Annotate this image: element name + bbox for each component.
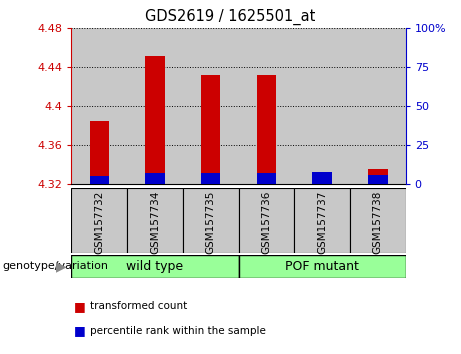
Text: wild type: wild type xyxy=(126,260,183,273)
Bar xyxy=(127,28,183,184)
Bar xyxy=(350,188,406,253)
Bar xyxy=(294,28,350,184)
Bar xyxy=(368,170,388,184)
Bar xyxy=(238,28,294,184)
Bar xyxy=(89,176,109,184)
Bar xyxy=(238,255,406,278)
Text: GSM157738: GSM157738 xyxy=(373,191,383,254)
Text: GSM157734: GSM157734 xyxy=(150,191,160,254)
Bar xyxy=(183,188,238,253)
Text: ■: ■ xyxy=(74,325,85,337)
Text: genotype/variation: genotype/variation xyxy=(2,261,108,272)
Bar xyxy=(145,56,165,184)
Bar xyxy=(257,173,276,184)
Text: percentile rank within the sample: percentile rank within the sample xyxy=(90,326,266,336)
Text: GSM157732: GSM157732 xyxy=(95,191,104,254)
Text: ▶: ▶ xyxy=(56,259,67,273)
Bar xyxy=(145,173,165,184)
Bar xyxy=(89,121,109,184)
Text: GSM157737: GSM157737 xyxy=(317,191,327,254)
Bar xyxy=(257,75,276,184)
Bar xyxy=(71,28,127,184)
Bar xyxy=(368,175,388,184)
Bar xyxy=(350,28,406,184)
Text: GDS2619 / 1625501_at: GDS2619 / 1625501_at xyxy=(145,9,316,25)
Text: POF mutant: POF mutant xyxy=(285,260,359,273)
Bar xyxy=(201,173,220,184)
Text: transformed count: transformed count xyxy=(90,301,187,311)
Bar xyxy=(183,28,238,184)
Bar xyxy=(71,255,239,278)
Text: GSM157735: GSM157735 xyxy=(206,191,216,254)
Bar xyxy=(294,188,350,253)
Bar xyxy=(313,184,332,187)
Text: GSM157736: GSM157736 xyxy=(261,191,272,254)
Text: ■: ■ xyxy=(74,300,85,313)
Bar xyxy=(201,75,220,184)
Bar xyxy=(71,188,127,253)
Bar xyxy=(313,172,332,184)
Bar xyxy=(238,188,294,253)
Bar xyxy=(127,188,183,253)
